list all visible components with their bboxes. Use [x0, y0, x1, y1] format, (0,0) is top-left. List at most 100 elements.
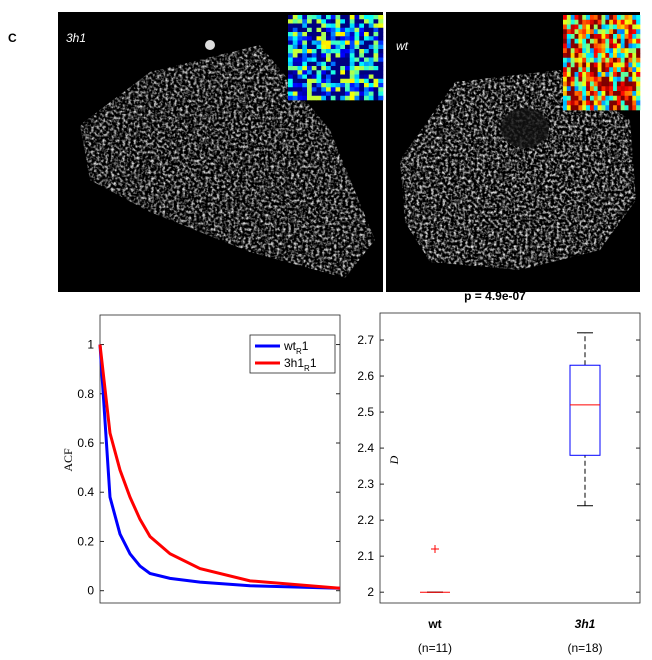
heatmap-cell [636, 76, 641, 82]
heatmap-cell [302, 19, 308, 24]
heatmap-cell [349, 23, 355, 29]
category-label: 3h1 [575, 617, 596, 631]
heatmap-cell [368, 15, 374, 20]
heatmap-cell [335, 15, 341, 20]
heatmap-cell [578, 43, 583, 49]
heatmap-cell [335, 19, 341, 24]
heatmap-cell [330, 66, 336, 71]
heatmap-cell [628, 15, 633, 21]
heatmap-cell [613, 72, 618, 78]
heatmap-cell [586, 24, 591, 30]
heatmap-cell [288, 23, 294, 29]
heatmap-cell [582, 86, 587, 92]
heatmap-cell [578, 24, 583, 30]
heatmap-cell [349, 15, 355, 20]
heatmap-cell [321, 15, 327, 20]
legend-subscript: R [296, 347, 302, 356]
heatmap-cell [321, 32, 327, 37]
heatmap-cell [316, 15, 322, 20]
heatmap-cell [609, 29, 614, 35]
heatmap-cell [316, 23, 322, 29]
heatmap-cell [628, 34, 633, 40]
heatmap-cell [601, 48, 606, 54]
heatmap-cell [316, 53, 322, 58]
heatmap-cell [368, 95, 374, 101]
heatmap-cell [636, 95, 641, 101]
heatmap-cell [340, 78, 346, 84]
heatmap-cell [297, 49, 303, 54]
heatmap-cell [326, 53, 332, 58]
heatmap-cell [589, 53, 595, 59]
heatmap-cell [601, 81, 606, 87]
heatmap-cell [609, 100, 614, 106]
heatmap-cell [636, 19, 641, 25]
heatmap-cell [321, 74, 327, 80]
heatmap-cell [364, 49, 370, 54]
heatmap-cell [292, 36, 298, 41]
heatmap-cell [628, 53, 633, 59]
heatmap-cell [566, 86, 571, 92]
heatmap-cell [330, 40, 336, 46]
heatmap-cell [589, 24, 595, 30]
heatmap-cell [613, 91, 618, 97]
heatmap-cell [593, 81, 598, 87]
heatmap-cell [335, 87, 341, 92]
heatmap-cell [613, 95, 618, 101]
heatmap-cell [321, 61, 327, 67]
heatmap-cell [566, 43, 571, 49]
heatmap-cell [340, 40, 346, 46]
heatmap-cell [566, 100, 571, 106]
heatmap-cell [326, 87, 332, 92]
heatmap-cell [586, 19, 591, 25]
heatmap-cell [597, 19, 602, 25]
heatmap-cell [609, 67, 614, 73]
heatmap-cell [297, 61, 303, 67]
heatmap-cell [613, 29, 618, 35]
heatmap-cell [349, 36, 355, 41]
heatmap-cell [292, 23, 298, 29]
heatmap-cell [624, 34, 629, 40]
heatmap-cell [574, 24, 579, 30]
heatmap-cell [624, 72, 629, 78]
heatmap-cell [620, 105, 625, 111]
heatmap-cell [302, 70, 308, 75]
heatmap-cell [316, 74, 322, 80]
heatmap-cell [345, 66, 351, 71]
heatmap-cell [330, 87, 336, 92]
heatmap-cell [316, 87, 322, 92]
heatmap-cell [593, 34, 598, 40]
heatmap-cell [364, 74, 370, 80]
heatmap-cell [345, 27, 351, 33]
heatmap-cell [570, 53, 575, 59]
heatmap-cell [570, 43, 575, 49]
heatmap-cell [563, 15, 568, 21]
heatmap-cell [582, 53, 587, 59]
heatmap-cell [563, 100, 568, 106]
heatmap-cell [616, 86, 622, 92]
heatmap-cell [636, 100, 641, 106]
heatmap-cell [359, 83, 365, 88]
heatmap-cell [578, 34, 583, 40]
heatmap-cell [636, 91, 641, 97]
heatmap-cell [620, 86, 625, 92]
heatmap-cell [311, 19, 317, 24]
heatmap-cell [311, 40, 317, 46]
heatmap-cell [321, 66, 327, 71]
heatmap-cell [563, 48, 568, 54]
heatmap-cell [605, 43, 610, 49]
heatmap-cell [566, 81, 571, 87]
heatmap-cell [566, 72, 571, 78]
heatmap-cell [570, 105, 575, 111]
heatmap-cell [359, 95, 365, 101]
heatmap-cell [597, 100, 602, 106]
heatmap-cell [378, 53, 384, 58]
heatmap-cell [586, 72, 591, 78]
heatmap-cell [605, 81, 610, 87]
heatmap-cell [566, 57, 571, 63]
heatmap-cell [620, 100, 625, 106]
heatmap-cell [563, 95, 568, 101]
heatmap-cell [340, 91, 346, 97]
heatmap-cell [574, 81, 579, 87]
heatmap-cell [321, 87, 327, 92]
heatmap-cell [302, 44, 308, 50]
